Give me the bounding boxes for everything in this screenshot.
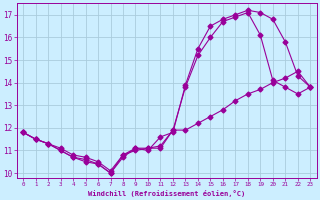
- X-axis label: Windchill (Refroidissement éolien,°C): Windchill (Refroidissement éolien,°C): [88, 190, 245, 197]
